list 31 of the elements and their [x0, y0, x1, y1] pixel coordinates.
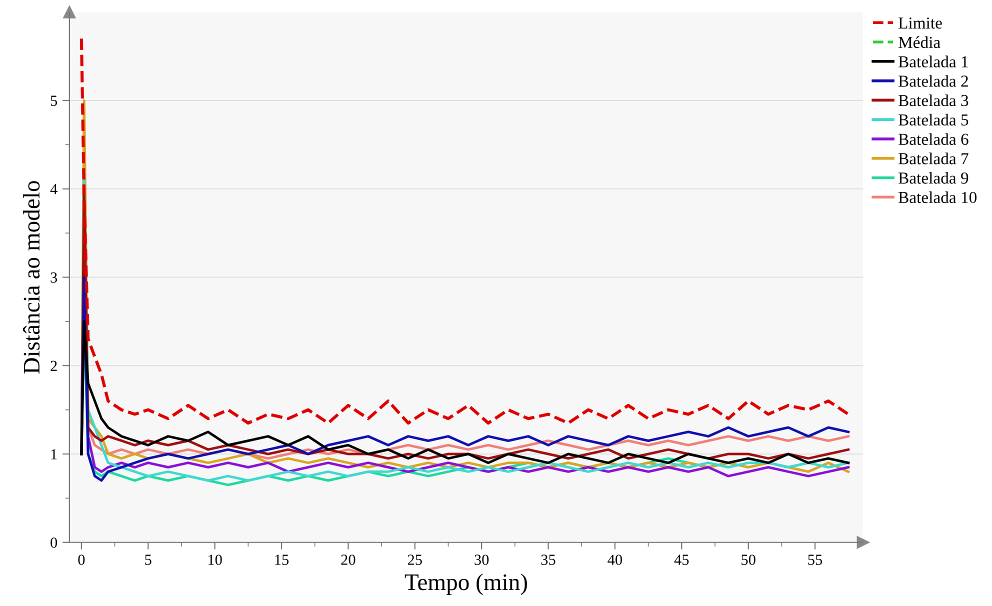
x-tick-label: 25 [408, 554, 422, 565]
x-tick-label: 10 [208, 554, 222, 565]
x-tick-label: 50 [742, 554, 756, 565]
x-tick-label: 15 [275, 554, 289, 565]
y-tick-label: 2 [50, 360, 57, 371]
y-tick-label: 3 [50, 272, 58, 283]
x-tick-label: 55 [808, 554, 822, 565]
legend-label: Batelada 3 [898, 94, 968, 106]
y-tick-label: 5 [50, 96, 58, 106]
legend-label: Média [898, 36, 940, 48]
y-tick-label: 1 [51, 449, 57, 460]
x-tick-label: 40 [608, 554, 622, 565]
x-tick-label: 5 [145, 554, 152, 565]
legend-label: Batelada 6 [898, 133, 968, 145]
x-axis-title: Tempo (min) [404, 574, 527, 595]
legend-label: Batelada 9 [898, 172, 968, 184]
legend-label: Batelada 2 [898, 75, 968, 87]
legend-label: Batelada 7 [898, 152, 968, 164]
line-series [80, 37, 850, 425]
y-axis-title: Distância ao modelo [22, 181, 40, 374]
x-tick-label: 20 [341, 554, 356, 565]
legend-label: Limite [898, 17, 942, 29]
x-tick-label: 45 [674, 554, 689, 565]
y-tick-label: 0 [50, 538, 58, 548]
x-tick-label: 0 [78, 554, 85, 565]
legend-label: Batelada 5 [898, 114, 968, 126]
y-tick-label: 4 [50, 184, 58, 194]
legend-label: Batelada 10 [898, 191, 977, 204]
legend-label: Batelada 1 [898, 56, 968, 68]
x-tick-label: 35 [541, 554, 556, 565]
x-tick-label: 30 [474, 554, 489, 565]
